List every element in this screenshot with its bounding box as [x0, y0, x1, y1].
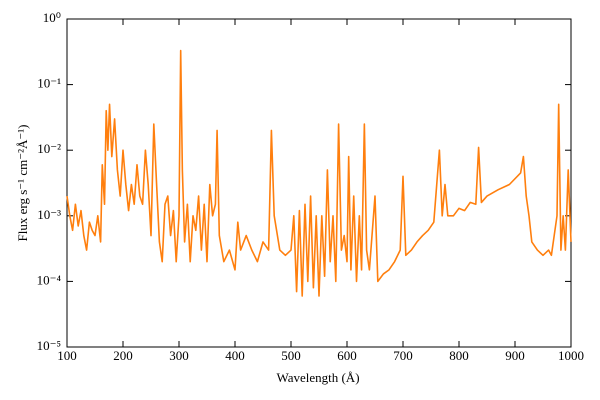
- plot-frame: [66, 18, 572, 348]
- y-tick-label: 10⁻⁴: [37, 272, 62, 287]
- x-tick-label: 800: [449, 348, 469, 363]
- x-tick-label: 300: [169, 348, 189, 363]
- x-tick-label: 100: [57, 348, 77, 363]
- x-tick-label: 200: [113, 348, 133, 363]
- x-tick-label: 500: [281, 348, 301, 363]
- x-tick-label: 700: [393, 348, 413, 363]
- y-tick-label: 10⁻⁵: [37, 338, 61, 353]
- y-axis-label: Flux erg s⁻¹ cm⁻²Å⁻¹): [15, 125, 30, 242]
- spectrum-line: [66, 49, 572, 297]
- x-tick-label: 1000: [558, 348, 584, 363]
- y-tick-label: 10⁻²: [37, 141, 61, 156]
- y-tick-label: 10⁻¹: [37, 76, 61, 91]
- y-tick-label: 10⁻³: [37, 207, 61, 222]
- y-tick-label: 10⁰: [43, 10, 61, 25]
- x-axis-label: Wavelength (Å): [276, 370, 359, 385]
- x-tick-label: 600: [337, 348, 357, 363]
- x-tick-label: 900: [505, 348, 525, 363]
- x-tick-label: 400: [225, 348, 245, 363]
